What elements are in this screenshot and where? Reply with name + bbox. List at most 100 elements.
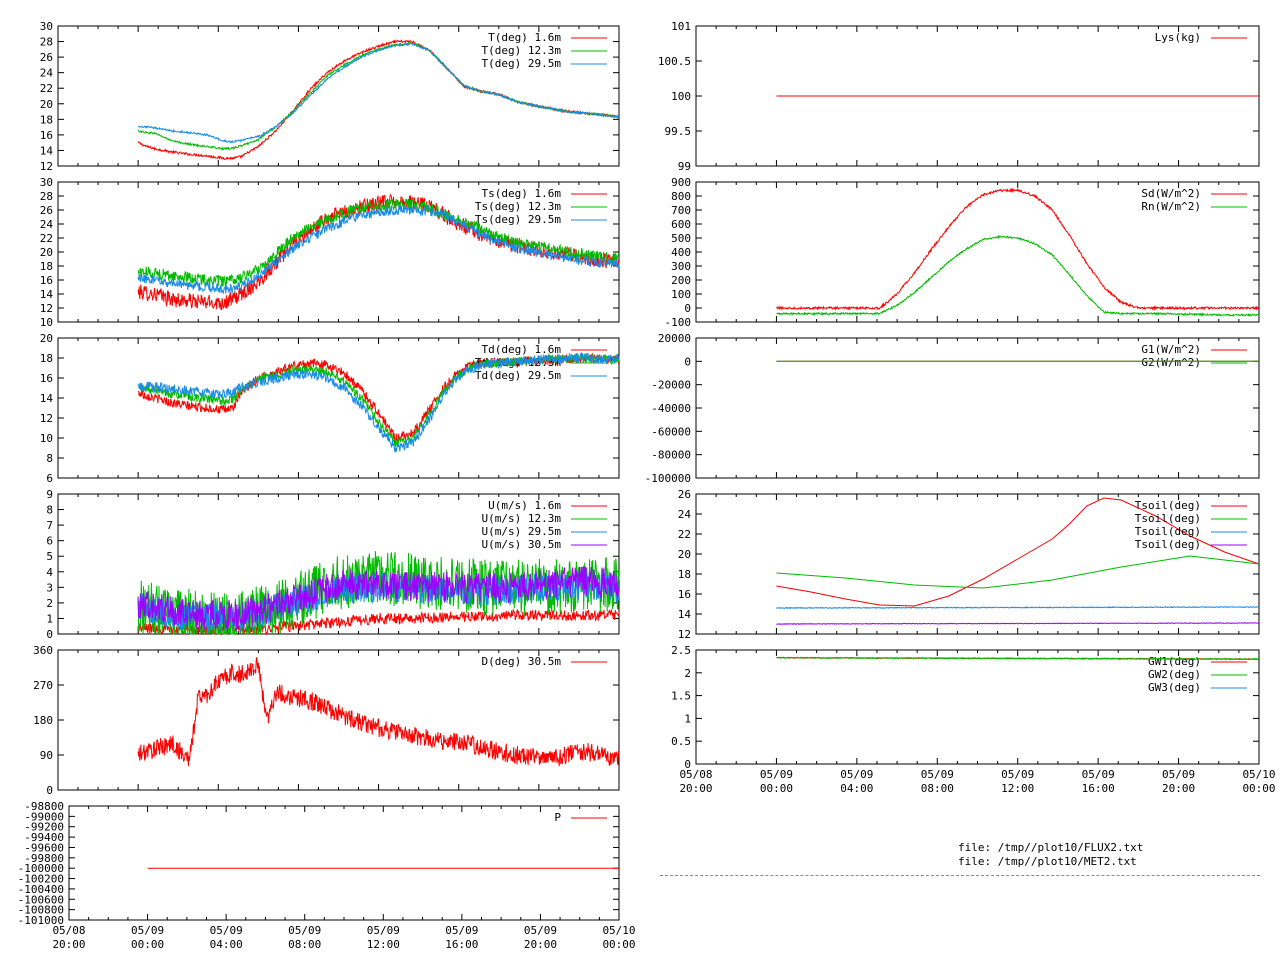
y-tick-label: 900 — [671, 176, 691, 189]
y-tick-label: -100000 — [18, 862, 64, 875]
y-tick-label: 24 — [40, 218, 54, 231]
series-line — [776, 622, 1260, 625]
y-tick-label: -60000 — [651, 425, 691, 438]
series-line — [137, 565, 620, 631]
y-tick-label: 4 — [46, 566, 53, 579]
y-tick-label: 800 — [671, 190, 691, 203]
x-tick-label: 05/10 — [1242, 768, 1275, 781]
y-tick-label: 26 — [678, 488, 691, 501]
x-tick-label: 20:00 — [679, 782, 712, 795]
y-tick-label: 12 — [678, 628, 691, 641]
panel-gw: 00.511.522.505/0820:0005/0900:0005/0904:… — [671, 644, 1275, 795]
x-tick-label: 05/09 — [288, 924, 321, 937]
y-tick-label: -100600 — [18, 893, 64, 906]
y-tick-label: 180 — [33, 714, 53, 727]
y-tick-label: 99.5 — [665, 125, 692, 138]
y-tick-label: 600 — [671, 218, 691, 231]
y-tick-label: 20 — [678, 548, 691, 561]
panel-lys: 99 99.5 100 100.5 101 Lys(kg) — [658, 20, 1260, 173]
legend-label: Ts(deg) 1.6m — [482, 187, 562, 200]
y-tick-label: 0 — [46, 628, 53, 641]
x-tick-label: 05/08 — [52, 924, 85, 937]
y-tick-label: 10 — [40, 432, 53, 445]
legend-label: Tsoil(deg) — [1135, 538, 1201, 551]
y-tick-label: 26 — [40, 204, 53, 217]
legend-label: T(deg) 12.3m — [482, 44, 562, 57]
legend-label: Rn(W/m^2) — [1141, 200, 1201, 213]
legend-label: GW1(deg) — [1148, 655, 1201, 668]
y-tick-label: 30 — [40, 176, 53, 189]
y-tick-label: 14 — [678, 608, 692, 621]
y-tick-label: 24 — [40, 67, 54, 80]
x-tick-label: 05/09 — [760, 768, 793, 781]
y-tick-label: 360 — [33, 644, 53, 657]
panel-p: -101000-100800-100600-100400-100200-1000… — [18, 800, 636, 951]
x-tick-label: 20:00 — [524, 938, 557, 951]
legend-label: Tsoil(deg) — [1135, 499, 1201, 512]
legend-label: Sd(W/m^2) — [1141, 187, 1201, 200]
x-tick-label: 05/09 — [1162, 768, 1195, 781]
y-tick-label: -80000 — [651, 449, 691, 462]
series-line — [137, 608, 620, 636]
legend-label: U(m/s) 30.5m — [482, 538, 562, 551]
y-tick-label: 24 — [678, 508, 692, 521]
y-tick-label: 9 — [46, 488, 53, 501]
y-tick-label: 0.5 — [671, 735, 691, 748]
y-tick-label: 0 — [46, 784, 53, 797]
y-tick-label: 100 — [671, 288, 691, 301]
y-tick-label: 0 — [684, 758, 691, 771]
series-line — [137, 570, 620, 633]
y-tick-label: 2.5 — [671, 644, 691, 657]
legend-label: U(m/s) 12.3m — [482, 512, 562, 525]
x-tick-label: 00:00 — [131, 938, 164, 951]
x-tick-label: 00:00 — [760, 782, 793, 795]
x-tick-label: 16:00 — [445, 938, 478, 951]
y-tick-label: 18 — [40, 260, 53, 273]
y-tick-label: 22 — [40, 232, 53, 245]
y-tick-label: -20000 — [651, 379, 691, 392]
y-tick-label: 270 — [33, 679, 53, 692]
legend-label: GW3(deg) — [1148, 681, 1201, 694]
legend-label: G2(W/m^2) — [1141, 356, 1201, 369]
y-tick-label: 700 — [671, 204, 691, 217]
y-tick-label: 12 — [40, 160, 53, 173]
series-line — [137, 42, 619, 144]
series-line — [776, 656, 1260, 661]
y-tick-label: 2 — [684, 667, 691, 680]
y-tick-label: 30 — [40, 20, 53, 33]
series-line — [776, 234, 1260, 317]
x-tick-label: 16:00 — [1082, 782, 1115, 795]
panel-g: -100000 -80000 -60000 -40000 -20000 0 20000 G1(… — [645, 332, 1260, 485]
y-tick-label: 22 — [678, 528, 691, 541]
y-tick-label: -100400 — [18, 883, 64, 896]
x-tick-label: 05/09 — [445, 924, 478, 937]
x-tick-label: 12:00 — [367, 938, 400, 951]
y-tick-label: 14 — [40, 144, 54, 157]
y-tick-label: -40000 — [651, 402, 691, 415]
y-tick-label: 1 — [684, 712, 691, 725]
y-tick-label: 90 — [40, 749, 53, 762]
x-tick-label: 05/09 — [1082, 768, 1115, 781]
x-tick-label: 00:00 — [602, 938, 635, 951]
series-line — [137, 657, 620, 767]
y-tick-label: 101 — [671, 20, 691, 33]
panel-t: 12 14 16 18 20 22 24 26 28 30 T(deg) 1.6mT(deg) 12… — [40, 20, 620, 173]
panel-tsoil: 1214161820222426Tsoil(deg)Tsoil(deg)Tsoi… — [678, 488, 1260, 641]
x-tick-label: 00:00 — [1242, 782, 1275, 795]
y-tick-label: 28 — [40, 190, 53, 203]
series-line — [137, 198, 620, 289]
legend-label: Ts(deg) 12.3m — [475, 200, 561, 213]
series-line — [137, 352, 620, 453]
y-tick-label: 1.5 — [671, 690, 691, 703]
y-tick-label: 16 — [40, 129, 53, 142]
y-tick-label: -99800 — [24, 852, 64, 865]
y-tick-label: 500 — [671, 232, 691, 245]
y-tick-label: 3 — [46, 581, 53, 594]
series-line — [776, 497, 1260, 607]
x-tick-label: 05/09 — [524, 924, 557, 937]
